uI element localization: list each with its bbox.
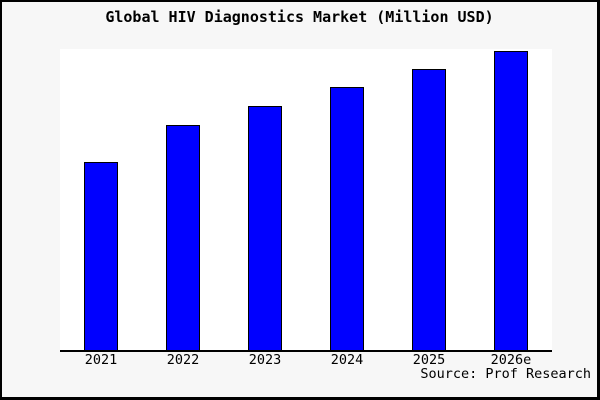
bar-2026e (494, 51, 528, 350)
bar-2025 (412, 69, 446, 350)
bar-2023 (248, 106, 282, 350)
bar-slot-2024 (306, 49, 388, 350)
bars-container (60, 49, 552, 350)
x-tick-label-2021: 2021 (84, 352, 118, 368)
plot-area (60, 49, 552, 352)
bar-slot-2022 (142, 49, 224, 350)
x-tick-label-2026e: 2026e (490, 352, 532, 368)
x-tick-label-2025: 2025 (412, 352, 446, 368)
bar-2021 (84, 162, 118, 350)
bar-2024 (330, 87, 364, 350)
chart-title: Global HIV Diagnostics Market (Million U… (105, 8, 494, 26)
source-credit: Source: Prof Research (420, 366, 591, 382)
bar-slot-2021 (60, 49, 142, 350)
x-tick-label-2023: 2023 (248, 352, 282, 368)
bar-slot-2023 (224, 49, 306, 350)
bar-slot-2025 (388, 49, 470, 350)
bar-2022 (166, 125, 200, 350)
x-axis-labels: 2021 2022 2023 2024 2025 2026e (60, 353, 552, 367)
x-tick-label-2024: 2024 (330, 352, 364, 368)
bar-slot-2026e (470, 49, 552, 350)
x-tick-label-2022: 2022 (166, 352, 200, 368)
